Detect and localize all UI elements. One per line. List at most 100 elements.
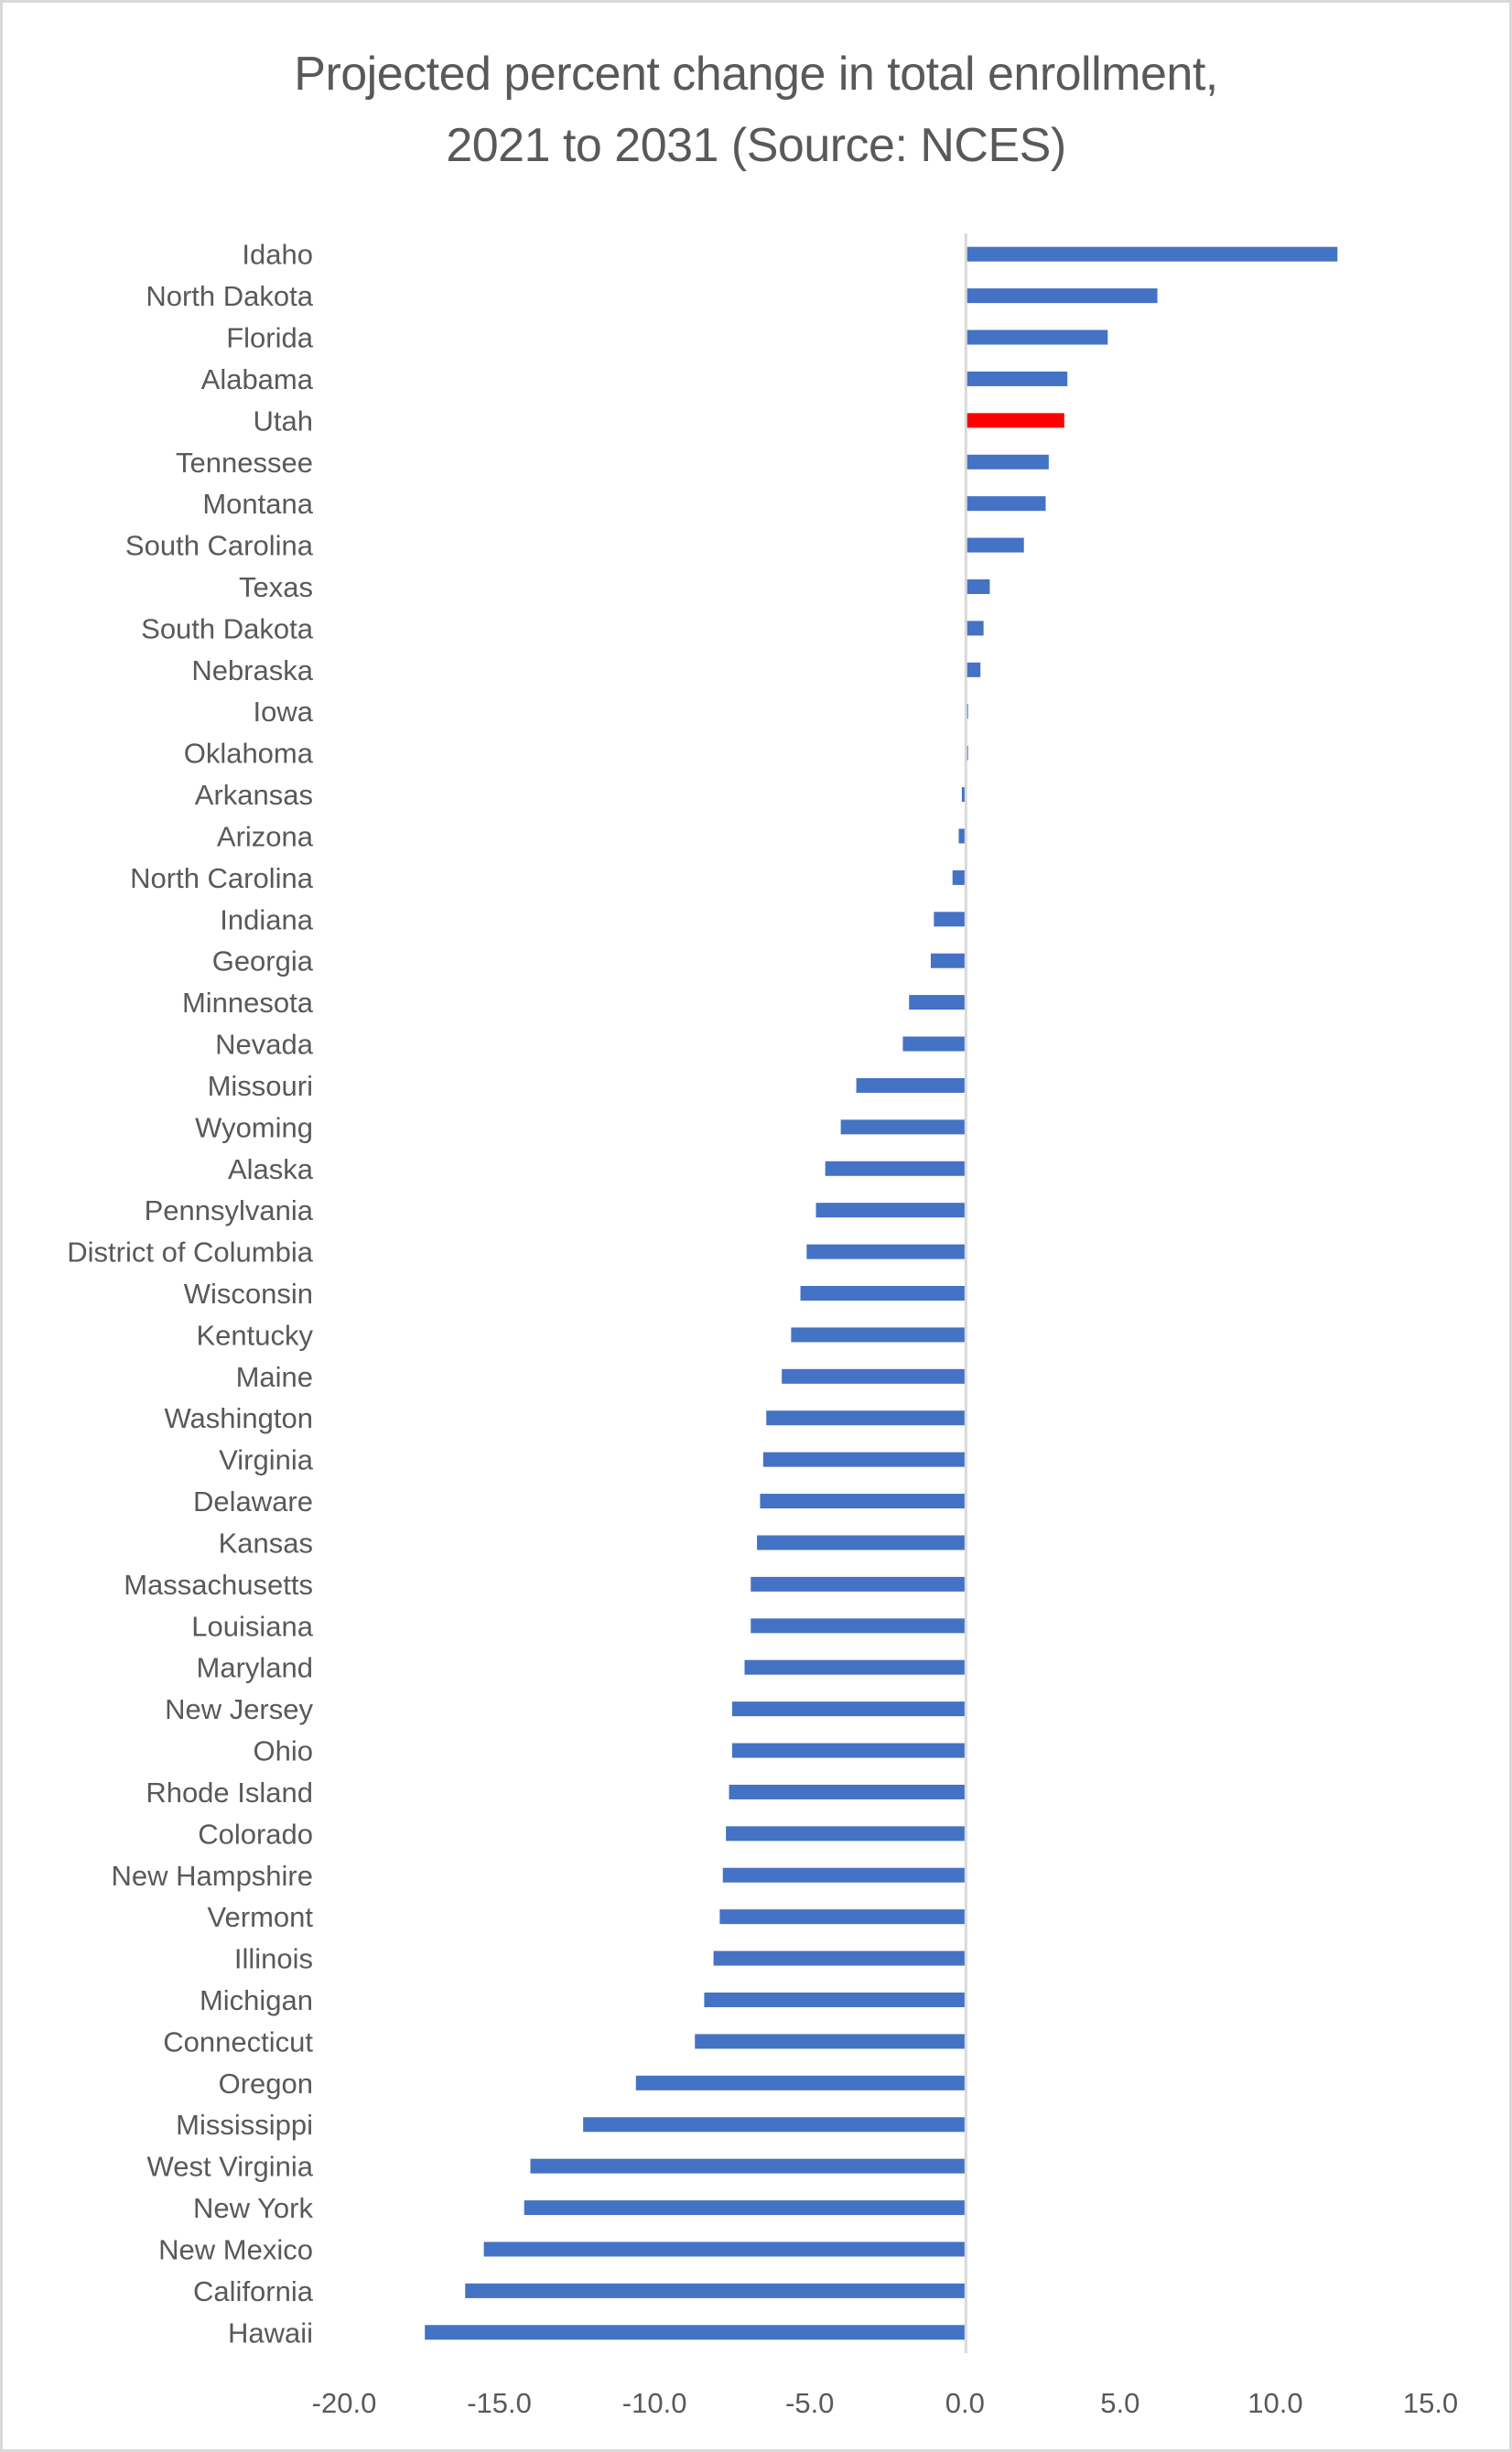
- category-label: Colorado: [198, 1818, 313, 1850]
- x-tick-label: -10.0: [622, 2387, 687, 2419]
- category-label: Louisiana: [191, 1610, 313, 1642]
- bar-arizona: [958, 828, 966, 844]
- bar-tennessee: [965, 454, 1049, 470]
- bar-vermont: [719, 1909, 966, 1925]
- bar-utah: [965, 413, 1064, 428]
- bar-florida: [965, 329, 1108, 345]
- category-label: Kansas: [219, 1527, 313, 1559]
- bar-south-carolina: [965, 537, 1024, 553]
- x-tick-label: -15.0: [467, 2387, 532, 2419]
- category-label: California: [193, 2275, 314, 2307]
- bar-rhode-island: [729, 1784, 966, 1799]
- category-label: Kentucky: [196, 1319, 313, 1351]
- bar-hawaii: [425, 2325, 966, 2340]
- category-labels: Idaho North Dakota Florida Alabama Utah Tenne…: [67, 239, 314, 2349]
- category-label: Indiana: [220, 903, 313, 935]
- bar-montana: [965, 496, 1046, 512]
- category-label: Maine: [236, 1361, 313, 1393]
- bar-indiana: [934, 912, 966, 927]
- category-label: Vermont: [208, 1901, 314, 1933]
- bar-delaware: [760, 1494, 966, 1509]
- bar-pennsylvania: [815, 1203, 966, 1218]
- bar-california: [465, 2283, 966, 2298]
- category-label: Hawaii: [228, 2317, 313, 2349]
- bar-alaska: [825, 1161, 966, 1176]
- category-label: Idaho: [242, 239, 313, 271]
- category-label: South Dakota: [141, 612, 314, 644]
- bar-minnesota: [909, 995, 966, 1010]
- bar-kansas: [757, 1535, 966, 1550]
- bar-south-dakota: [965, 621, 984, 636]
- category-label: South Carolina: [125, 530, 314, 562]
- category-label: Missouri: [208, 1070, 313, 1102]
- x-tick-label: 5.0: [1100, 2387, 1139, 2419]
- bar-ohio: [731, 1743, 966, 1758]
- bar-maine: [782, 1368, 966, 1384]
- category-label: Georgia: [212, 945, 314, 978]
- x-axis-tick-labels: -20.0 -15.0 -10.0 -5.0 0.0 5.0 10.0 15.0: [312, 2387, 1459, 2419]
- category-label: North Carolina: [130, 862, 314, 894]
- category-label: Massachusetts: [124, 1569, 313, 1601]
- bar-texas: [965, 579, 990, 594]
- category-label: Mississippi: [176, 2109, 313, 2141]
- category-label: Ohio: [254, 1735, 313, 1767]
- bar-alabama: [965, 371, 1068, 386]
- category-label: Oklahoma: [184, 738, 314, 770]
- bar-connecticut: [695, 2034, 966, 2049]
- bar-louisiana: [751, 1618, 966, 1634]
- bar-oregon: [635, 2075, 966, 2090]
- category-label: Texas: [239, 571, 313, 603]
- category-label: Tennessee: [176, 447, 313, 479]
- x-tick-label: 0.0: [945, 2387, 985, 2419]
- category-label: Florida: [226, 322, 314, 354]
- bar-nebraska: [965, 662, 981, 677]
- category-label: Arkansas: [195, 779, 313, 811]
- category-label: Oregon: [219, 2068, 313, 2100]
- bar-missouri: [856, 1077, 966, 1093]
- bar-nevada: [902, 1036, 966, 1052]
- category-label: Nebraska: [191, 654, 313, 686]
- category-label: West Virginia: [147, 2151, 314, 2183]
- category-label: Pennsylvania: [145, 1194, 314, 1226]
- category-label: North Dakota: [146, 280, 313, 312]
- bar-illinois: [713, 1950, 966, 1966]
- bar-massachusetts: [751, 1576, 966, 1592]
- category-label: Alaska: [228, 1153, 314, 1185]
- bar-mississippi: [583, 2117, 966, 2133]
- bar-maryland: [744, 1659, 966, 1675]
- category-label: Montana: [202, 488, 313, 520]
- category-label: Delaware: [193, 1485, 313, 1518]
- category-label: Nevada: [215, 1029, 314, 1061]
- category-label: Wyoming: [195, 1111, 313, 1143]
- bars-group: [425, 246, 1338, 2340]
- category-label: Rhode Island: [146, 1777, 313, 1809]
- category-label: New Hampshire: [111, 1860, 313, 1892]
- category-label: Michigan: [200, 1984, 313, 2016]
- category-label: Utah: [254, 405, 313, 437]
- bar-new-york: [524, 2200, 966, 2216]
- bar-north-carolina: [952, 870, 966, 885]
- x-tick-label: -5.0: [785, 2387, 834, 2419]
- x-tick-label: 10.0: [1247, 2387, 1302, 2419]
- category-label: New Mexico: [158, 2233, 313, 2265]
- category-label: Iowa: [254, 696, 314, 728]
- bar-michigan: [704, 1993, 966, 2007]
- bar-wisconsin: [800, 1286, 966, 1301]
- bar-arkansas: [961, 787, 966, 803]
- bar-washington: [766, 1410, 966, 1426]
- bar-new-jersey: [731, 1701, 966, 1717]
- bar-new-mexico: [483, 2241, 966, 2257]
- category-label: Maryland: [197, 1652, 314, 1684]
- chart-title-line-2: 2021 to 2031 (Source: NCES): [446, 119, 1066, 172]
- x-tick-label: -20.0: [312, 2387, 377, 2419]
- bar-district-of-columbia: [806, 1244, 966, 1259]
- category-label: New York: [193, 2192, 313, 2224]
- bar-georgia: [930, 953, 966, 968]
- bar-wyoming: [840, 1119, 966, 1135]
- bar-kentucky: [791, 1327, 966, 1343]
- bar-colorado: [726, 1826, 966, 1842]
- category-label: Minnesota: [182, 987, 314, 1019]
- bar-new-hampshire: [722, 1867, 966, 1883]
- category-label: Washington: [164, 1402, 313, 1434]
